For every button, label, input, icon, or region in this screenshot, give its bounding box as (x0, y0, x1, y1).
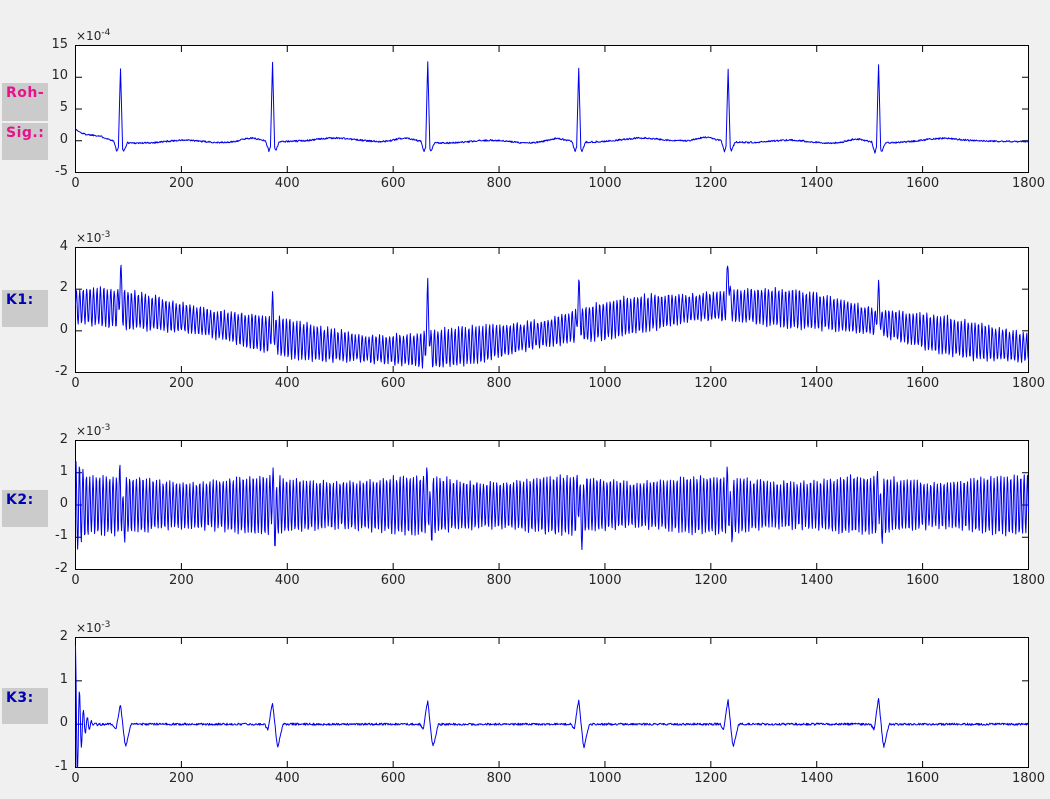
y-axis-exponent-k3: ×10-3 (76, 620, 111, 635)
plot-canvas-k1 (75, 247, 1029, 373)
y-tick-label-k3: -1 (55, 758, 68, 774)
plot-canvas-roh_sig (75, 45, 1029, 173)
x-tick-label-k2: 600 (380, 573, 406, 588)
x-tick-label-k3: 1600 (906, 771, 940, 786)
y-tick-label-k1: 4 (59, 238, 68, 254)
x-tick-label-k1: 200 (168, 376, 194, 391)
y-tick-label-k1: 0 (59, 321, 68, 337)
y-tick-label-k3: 2 (59, 628, 68, 644)
y-axis-exponent-k1: ×10-3 (76, 230, 111, 245)
x-tick-label-roh_sig: 1400 (800, 176, 834, 191)
x-tick-label-k2: 1800 (1011, 573, 1046, 588)
plot-k2 (75, 440, 1029, 570)
plot-roh-sig (75, 45, 1029, 173)
y-tick-label-k2: -2 (55, 560, 68, 576)
y-axis-exponent-roh_sig: ×10-4 (76, 28, 111, 43)
x-tick-label-k1: 1600 (906, 376, 940, 391)
y-tick-label-roh_sig: 15 (51, 36, 68, 52)
y-tick-label-k2: 2 (59, 431, 68, 447)
x-tick-label-k3: 1200 (694, 771, 728, 786)
y-tick-label-roh_sig: 10 (51, 68, 68, 84)
x-tick-label-k1: 1400 (800, 376, 834, 391)
x-tick-label-k3: 1400 (800, 771, 834, 786)
y-tick-label-k3: 0 (59, 715, 68, 731)
y-tick-label-k2: 1 (59, 463, 68, 479)
y-tick-label-roh_sig: 0 (59, 131, 68, 147)
x-tick-label-k3: 800 (486, 771, 512, 786)
y-tick-label-k2: 0 (59, 496, 68, 511)
x-tick-label-roh_sig: 200 (168, 176, 194, 191)
x-tick-label-k2: 1200 (694, 573, 728, 588)
plot-k1 (75, 247, 1029, 373)
y-axis-exponent-k2: ×10-3 (76, 423, 111, 438)
x-tick-label-k1: 1800 (1011, 376, 1046, 391)
plot-canvas-k2 (75, 440, 1029, 570)
x-tick-label-k3: 0 (71, 771, 80, 786)
plot-k3 (75, 637, 1029, 768)
signal-trace-k1 (75, 264, 1029, 369)
y-tick-label-k1: -2 (55, 363, 68, 379)
x-tick-label-k1: 600 (380, 376, 406, 391)
y-tick-label-k2: -1 (55, 528, 68, 544)
label-k2: K2: (2, 490, 48, 527)
signal-trace-roh_sig (75, 61, 1029, 154)
label-sig: Sig.: (2, 123, 48, 160)
x-tick-label-k2: 800 (486, 573, 512, 588)
x-tick-label-k2: 1000 (588, 573, 622, 588)
x-tick-label-roh_sig: 0 (71, 176, 80, 191)
x-tick-label-k2: 0 (71, 573, 80, 588)
x-tick-label-k3: 400 (274, 771, 300, 786)
x-tick-label-k1: 1000 (588, 376, 622, 391)
x-tick-label-roh_sig: 1800 (1011, 176, 1046, 191)
x-tick-label-k3: 200 (168, 771, 194, 786)
x-tick-label-roh_sig: 600 (380, 176, 406, 191)
x-tick-label-k2: 400 (274, 573, 300, 588)
y-tick-label-roh_sig: 5 (59, 100, 68, 115)
x-tick-label-k2: 1400 (800, 573, 834, 588)
label-roh: Roh- (2, 83, 48, 121)
x-tick-label-roh_sig: 1200 (694, 176, 728, 191)
label-k3: K3: (2, 688, 48, 724)
x-tick-label-roh_sig: 400 (274, 176, 300, 191)
signal-trace-k3 (75, 645, 1029, 768)
x-tick-label-k3: 1800 (1011, 771, 1046, 786)
signal-trace-k2 (75, 461, 1029, 551)
x-tick-label-roh_sig: 800 (486, 176, 512, 191)
x-tick-label-k1: 400 (274, 376, 300, 391)
x-tick-label-k1: 0 (71, 376, 80, 391)
x-tick-label-k2: 1600 (906, 573, 940, 588)
x-tick-label-roh_sig: 1000 (588, 176, 622, 191)
x-tick-label-k1: 800 (486, 376, 512, 391)
y-tick-label-roh_sig: -5 (55, 163, 68, 179)
y-tick-label-k3: 1 (59, 671, 68, 687)
x-tick-label-k3: 1000 (588, 771, 622, 786)
label-k1: K1: (2, 290, 48, 327)
x-tick-label-k3: 600 (380, 771, 406, 786)
x-tick-label-roh_sig: 1600 (906, 176, 940, 191)
x-tick-label-k1: 1200 (694, 376, 728, 391)
plot-canvas-k3 (75, 637, 1029, 768)
x-tick-label-k2: 200 (168, 573, 194, 588)
y-tick-label-k1: 2 (59, 280, 68, 296)
